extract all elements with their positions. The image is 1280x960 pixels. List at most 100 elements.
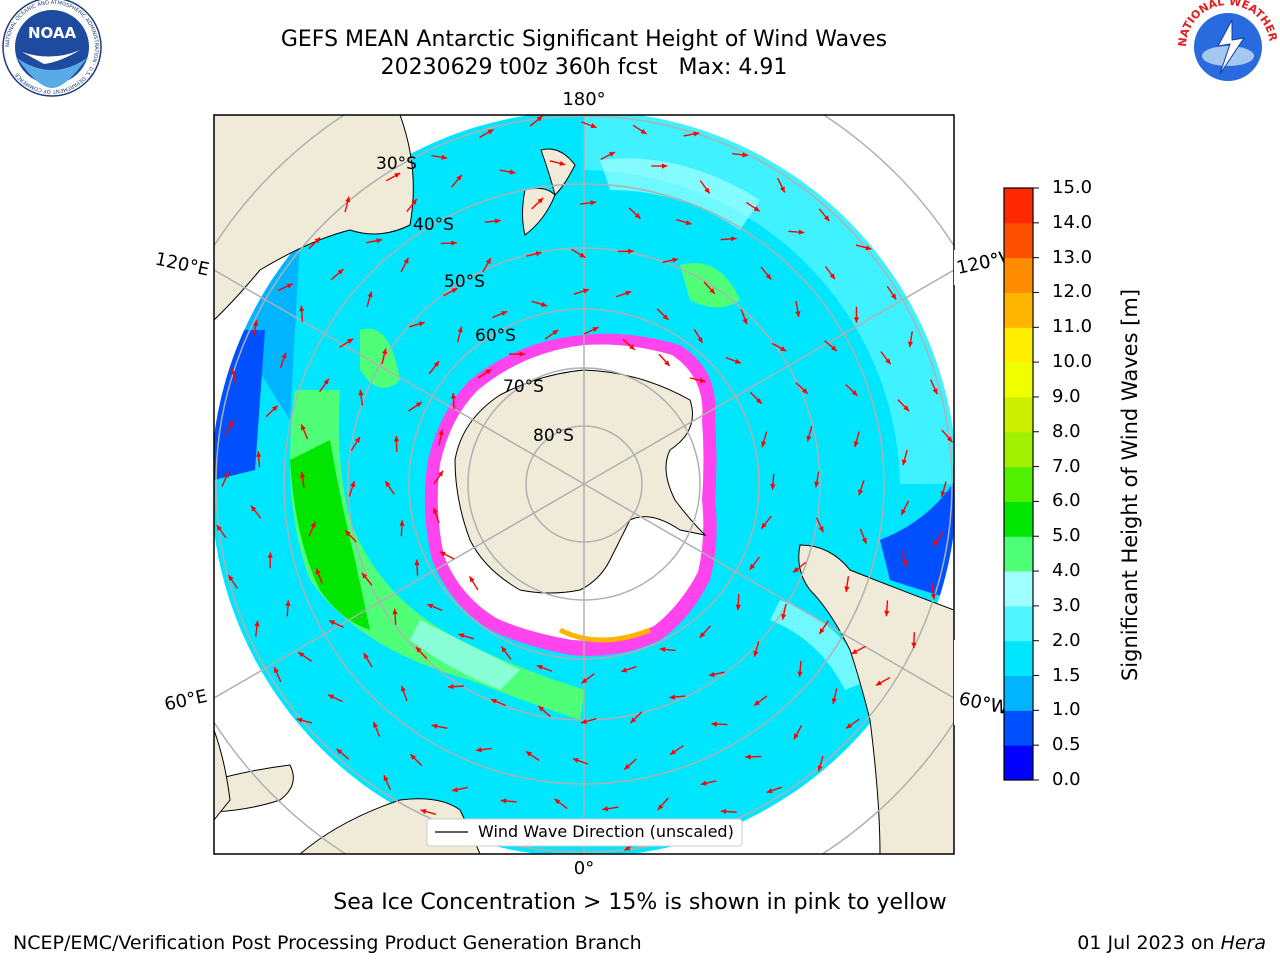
arrow-legend: Wind Wave Direction (unscaled) bbox=[426, 818, 743, 847]
wave-arrow-head bbox=[693, 131, 700, 137]
wave-arrow-head bbox=[500, 798, 507, 804]
wave-arrow-head bbox=[451, 288, 458, 294]
wave-arrow-head bbox=[661, 163, 668, 169]
wave-arrow-head bbox=[853, 441, 859, 448]
wave-arrow-head bbox=[753, 650, 759, 657]
wave-arrow-head bbox=[630, 717, 637, 723]
wave-arrow-head bbox=[314, 237, 321, 244]
colorbar-segment bbox=[1004, 605, 1033, 642]
colorbar-segment bbox=[1004, 431, 1033, 468]
footer-date: 01 Jul 2023 on Hera bbox=[1077, 932, 1266, 954]
wave-arrow-head bbox=[754, 700, 760, 706]
wave-arrow-head bbox=[735, 604, 741, 611]
wave-arrow-head bbox=[590, 200, 597, 206]
wave-arrow-head bbox=[590, 123, 597, 129]
arrow-legend-label: Wind Wave Direction (unscaled) bbox=[478, 822, 734, 841]
colorbar-segment bbox=[1004, 292, 1033, 328]
wave-arrow-head bbox=[414, 559, 420, 566]
wave-arrow-head bbox=[420, 808, 427, 814]
wave-arrow-head bbox=[337, 269, 344, 275]
wave-arrow-head bbox=[383, 775, 389, 782]
wave-arrow-head bbox=[501, 646, 507, 653]
colorbar-label: Significant Height of Wind Waves [m] bbox=[1118, 288, 1142, 682]
wave-arrow-head bbox=[851, 649, 858, 654]
wave-arrow-head bbox=[315, 568, 321, 575]
footer-credit: NCEP/EMC/Verification Post Processing Pr… bbox=[13, 932, 642, 954]
colorbar-segment bbox=[1004, 675, 1033, 711]
wave-arrow-head bbox=[662, 314, 669, 320]
lat-label-50: 50°S bbox=[444, 272, 485, 292]
colorbar-segment bbox=[1004, 571, 1033, 607]
wave-arrow-head bbox=[781, 613, 787, 620]
colorbar-tick-label: 8.0 bbox=[1052, 420, 1081, 442]
wave-arrow-head bbox=[373, 721, 379, 728]
wave-arrow-head bbox=[271, 405, 278, 412]
colorbar-tick-label: 1.5 bbox=[1052, 664, 1081, 686]
wave-arrow-head bbox=[634, 213, 641, 219]
wave-arrow-head bbox=[756, 398, 762, 404]
wave-arrow-head bbox=[572, 757, 579, 763]
wave-arrow-head bbox=[709, 288, 715, 294]
wave-arrow-head bbox=[817, 765, 823, 772]
wave-arrow-head bbox=[439, 551, 446, 557]
wave-arrow-head bbox=[818, 526, 824, 533]
colorbar-tick-label: 6.0 bbox=[1052, 490, 1081, 512]
wave-arrow-head bbox=[431, 723, 438, 729]
colorbar-tick-label: 5.0 bbox=[1052, 525, 1081, 547]
wave-arrow-head bbox=[536, 665, 543, 670]
wave-arrow-head bbox=[802, 388, 808, 394]
wave-arrow-head bbox=[902, 560, 908, 567]
wave-arrow-head bbox=[457, 326, 463, 333]
wave-arrow-head bbox=[296, 717, 303, 723]
wave-arrow-head bbox=[410, 754, 417, 760]
wave-arrow-head bbox=[400, 685, 406, 692]
wave-arrow-head bbox=[581, 677, 588, 684]
wave-arrow-head bbox=[865, 245, 872, 251]
wave-arrow-head bbox=[940, 491, 946, 497]
wave-arrow-head bbox=[411, 199, 417, 205]
wave-arrow-head bbox=[890, 293, 897, 300]
wave-arrow-head bbox=[216, 524, 222, 531]
wave-arrow-head bbox=[624, 845, 631, 851]
wave-arrow-head bbox=[697, 336, 703, 343]
wave-arrow-head bbox=[345, 530, 351, 537]
wave-arrow-head bbox=[851, 390, 858, 396]
wave-arrow-head bbox=[911, 642, 917, 649]
wave-arrow-head bbox=[228, 420, 234, 427]
colorbar-segment bbox=[1004, 257, 1033, 293]
wave-arrow-head bbox=[592, 327, 599, 332]
wave-arrow-head bbox=[485, 369, 492, 375]
wave-arrow-head bbox=[437, 470, 444, 477]
wave-arrow-head bbox=[475, 747, 482, 753]
nws-ring-text: NATIONAL WEATHER SERVICE bbox=[0, 0, 1280, 47]
wave-arrow-head bbox=[814, 481, 820, 488]
wave-arrow-head bbox=[797, 671, 803, 677]
wave-arrow-head bbox=[932, 388, 938, 395]
wave-arrow-head bbox=[669, 749, 676, 755]
colorbar-segment bbox=[1004, 501, 1033, 537]
wave-arrow-head bbox=[625, 290, 632, 296]
wave-arrow-head bbox=[731, 236, 737, 242]
wave-arrow-head bbox=[363, 653, 369, 660]
wave-arrow-head bbox=[267, 552, 273, 558]
map-title: GEFS MEAN Antarctic Significant Height o… bbox=[280, 27, 888, 52]
wave-arrow-head bbox=[494, 218, 501, 224]
wave-arrow-head bbox=[793, 733, 799, 740]
colorbar-tick-label: 7.0 bbox=[1052, 455, 1081, 477]
map-subtitle: 20230629 t00z 360h fcst Max: 4.91 bbox=[380, 55, 788, 80]
nws-logo: NATIONAL WEATHER SERVICE bbox=[0, 0, 1280, 96]
colorbar-tick-label: 13.0 bbox=[1052, 246, 1093, 268]
wave-arrow-head bbox=[541, 301, 548, 307]
colorbar-tick-label: 12.0 bbox=[1052, 281, 1093, 303]
wave-arrow-head bbox=[672, 257, 679, 263]
wave-arrow-head bbox=[853, 317, 860, 323]
noaa-logo: NOAA NATIONAL OCEANIC AND ATMOSPHERIC AD… bbox=[2, 0, 102, 97]
wave-arrow-head bbox=[399, 520, 405, 526]
wave-arrow-head bbox=[734, 358, 741, 364]
wave-arrow-head bbox=[765, 273, 772, 280]
wave-arrow-head bbox=[253, 320, 259, 326]
wave-arrow-head bbox=[885, 358, 891, 365]
wave-arrow-head bbox=[559, 160, 566, 166]
wave-arrow-head bbox=[844, 586, 850, 593]
